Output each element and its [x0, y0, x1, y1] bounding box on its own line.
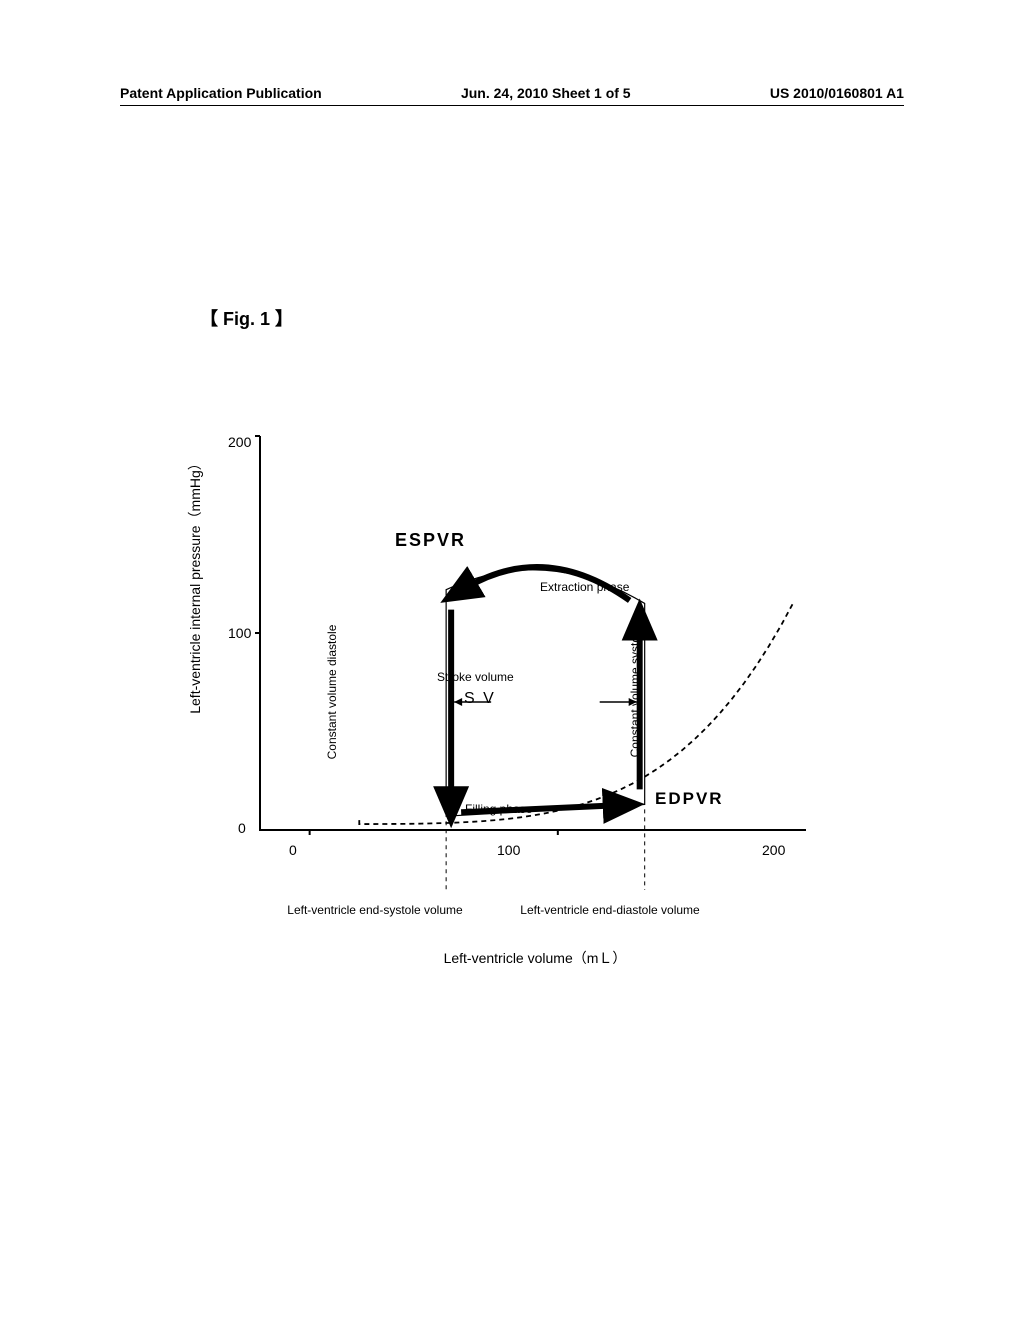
espvr-label: ESPVR: [395, 530, 466, 551]
x-sublabel-edv: Left-ventricle end-diastole volume: [510, 903, 710, 917]
x-axis-label: Left-ventricle volume（mＬ）: [255, 948, 815, 968]
y-axis-label: Left-ventricle internal pressure（mmHg）: [185, 435, 205, 735]
ytick-0: 0: [238, 820, 246, 836]
edpvr-label: EDPVR: [655, 789, 724, 809]
pv-loop-chart: [0, 0, 1024, 1320]
xtick-100: 100: [497, 842, 520, 858]
ytick-200: 200: [228, 434, 251, 450]
filling-phase-label: Filling phase: [465, 802, 532, 816]
ytick-100: 100: [228, 625, 251, 641]
xtick-0: 0: [289, 842, 297, 858]
stroke-volume-label: Stroke volume: [437, 670, 514, 684]
extraction-phase-label: Extraction phase: [540, 580, 629, 594]
constant-diastole-label: Constant volume diastole: [325, 607, 339, 777]
constant-systole-label: Constant volume systole: [628, 607, 642, 777]
sv-label: S V: [464, 690, 496, 708]
xtick-200: 200: [762, 842, 785, 858]
x-sublabel-esv: Left-ventricle end-systole volume: [275, 903, 475, 917]
